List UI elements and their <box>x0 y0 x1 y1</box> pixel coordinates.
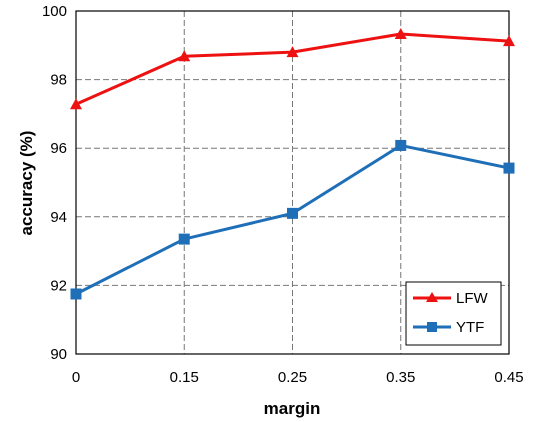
y-tick-label: 100 <box>42 3 67 20</box>
point-ytf <box>503 162 515 174</box>
point-lfw <box>70 98 82 110</box>
point-lfw <box>503 35 515 47</box>
legend-label-ytf: YTF <box>456 319 484 336</box>
x-axis: 0 0.15 0.25 0.35 0.45 <box>72 369 524 386</box>
legend-label-lfw: LFW <box>456 290 489 307</box>
x-tick-label: 0 <box>72 369 80 386</box>
y-tick-label: 98 <box>50 72 67 89</box>
point-ytf <box>70 288 82 300</box>
plot-area <box>75 10 510 355</box>
y-axis: 90 92 94 96 98 100 <box>42 3 67 363</box>
point-ytf <box>395 139 407 151</box>
x-axis-title: margin <box>264 399 321 418</box>
y-axis-title: accuracy (%) <box>17 131 36 236</box>
point-ytf <box>178 233 190 245</box>
x-tick-label: 0.35 <box>386 369 415 386</box>
y-tick-label: 90 <box>50 346 67 363</box>
point-lfw <box>394 27 407 39</box>
legend-box <box>405 281 502 346</box>
x-tick-label: 0.45 <box>494 369 523 386</box>
point-lfw <box>178 50 191 62</box>
x-tick-label: 0.15 <box>170 369 199 386</box>
point-ytf <box>287 207 298 219</box>
point-lfw <box>286 46 299 58</box>
legend-marker-ytf <box>427 322 437 332</box>
series-layer <box>70 27 515 300</box>
y-tick-label: 92 <box>50 277 67 294</box>
y-tick-label: 96 <box>50 140 67 157</box>
legend-marker-lfw <box>426 292 438 302</box>
x-tick-label: 0.25 <box>278 369 307 386</box>
legend: LFW YTF <box>405 281 502 346</box>
y-tick-label: 94 <box>50 209 67 226</box>
